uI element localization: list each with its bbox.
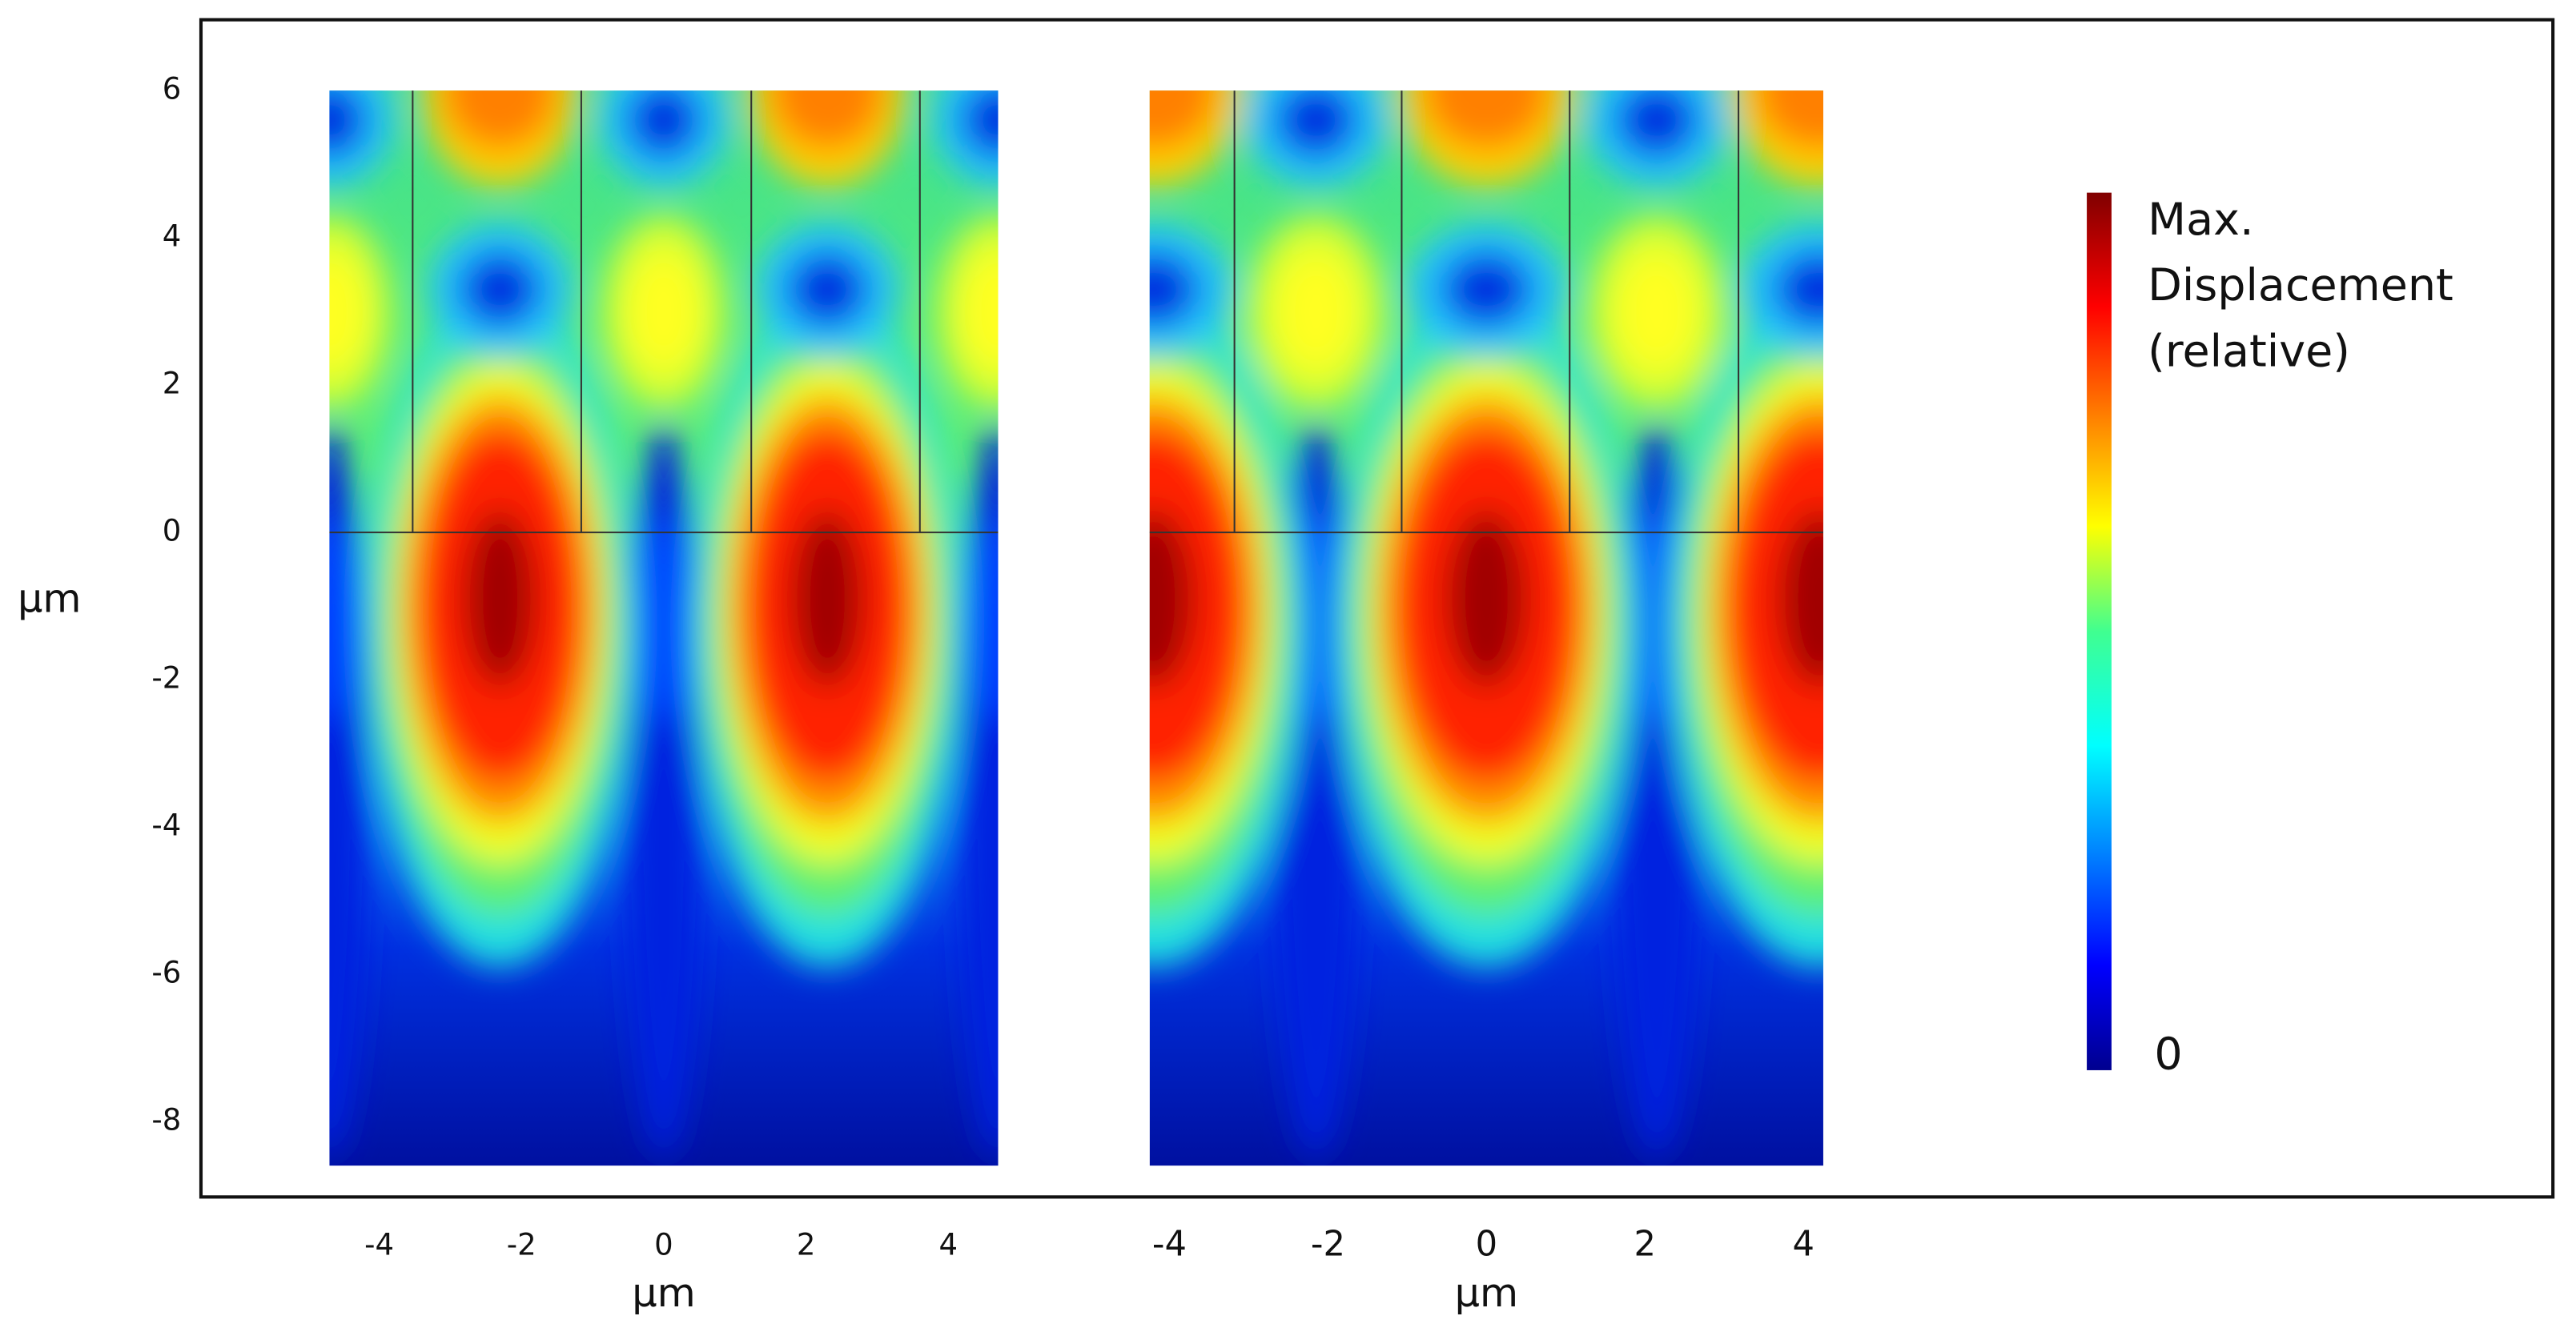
field-blob bbox=[1617, 252, 1697, 371]
x-tick-label: -2 bbox=[1311, 1225, 1345, 1265]
field-blob bbox=[934, 90, 999, 187]
field-blob bbox=[460, 252, 540, 327]
field-blob bbox=[1775, 252, 1823, 327]
field-blob bbox=[443, 90, 557, 150]
y-tick-label: 0 bbox=[163, 514, 182, 548]
field-blob bbox=[628, 252, 700, 371]
field-blob bbox=[1149, 510, 1194, 688]
x-tick-label: 2 bbox=[1634, 1225, 1656, 1265]
x-axis-label: μm bbox=[1455, 1270, 1519, 1316]
x-axis-label: μm bbox=[632, 1270, 696, 1316]
x-tick-label: -2 bbox=[507, 1228, 536, 1262]
field-blob bbox=[329, 517, 362, 724]
frame bbox=[199, 18, 2555, 1199]
x-tick-label: -4 bbox=[1152, 1225, 1187, 1265]
field-blob bbox=[1442, 252, 1530, 327]
field-blob bbox=[1779, 510, 1823, 688]
field-blob bbox=[628, 90, 700, 157]
x-tick-label: 4 bbox=[1792, 1225, 1814, 1265]
field-blob bbox=[1149, 429, 1245, 783]
field-blob bbox=[329, 90, 365, 157]
field bbox=[1149, 90, 1823, 1166]
field-blob bbox=[966, 517, 999, 724]
y-tick-label: -4 bbox=[151, 808, 181, 843]
field-layer bbox=[329, 90, 999, 1159]
field-blob bbox=[1149, 252, 1198, 327]
x-tick-label: 0 bbox=[654, 1228, 673, 1262]
colorbar bbox=[2087, 192, 2112, 1070]
colorbar-max-label: Max. bbox=[2148, 194, 2253, 246]
field-blob bbox=[329, 252, 365, 371]
field-blob bbox=[1755, 90, 1823, 150]
field-blob bbox=[1276, 90, 1356, 157]
field-blob bbox=[1149, 90, 1217, 150]
field-blob bbox=[1423, 90, 1550, 150]
field-blob bbox=[962, 252, 999, 371]
y-tick-label: 2 bbox=[163, 367, 182, 401]
colorbar-max-label: (relative) bbox=[2148, 325, 2350, 377]
colorbar-max-label: Displacement bbox=[2148, 259, 2453, 311]
y-tick-label: 4 bbox=[163, 219, 182, 254]
field-blob bbox=[631, 517, 696, 724]
y-tick-label: -2 bbox=[151, 661, 181, 696]
field-blob bbox=[1446, 510, 1526, 688]
field-blob bbox=[1276, 252, 1356, 371]
field-blob bbox=[770, 90, 885, 150]
field-layer bbox=[1149, 90, 1823, 1159]
x-tick-label: -4 bbox=[364, 1228, 394, 1262]
field-blob bbox=[791, 510, 863, 688]
field-blob bbox=[1617, 90, 1697, 157]
y-tick-label: -8 bbox=[151, 1103, 181, 1137]
x-tick-label: 0 bbox=[1476, 1225, 1497, 1265]
x-tick-label: 2 bbox=[797, 1228, 816, 1262]
y-tick-label: 6 bbox=[163, 72, 182, 106]
y-axis-label: μm bbox=[18, 575, 82, 621]
field-blob bbox=[962, 90, 999, 157]
y-tick-label: -6 bbox=[151, 956, 181, 990]
field-blob bbox=[1728, 429, 1823, 783]
field-blob bbox=[464, 510, 536, 688]
field-blob bbox=[788, 252, 867, 327]
x-tick-label: 4 bbox=[939, 1228, 958, 1262]
colorbar-min-label: 0 bbox=[2154, 1029, 2182, 1081]
field bbox=[329, 90, 999, 1166]
